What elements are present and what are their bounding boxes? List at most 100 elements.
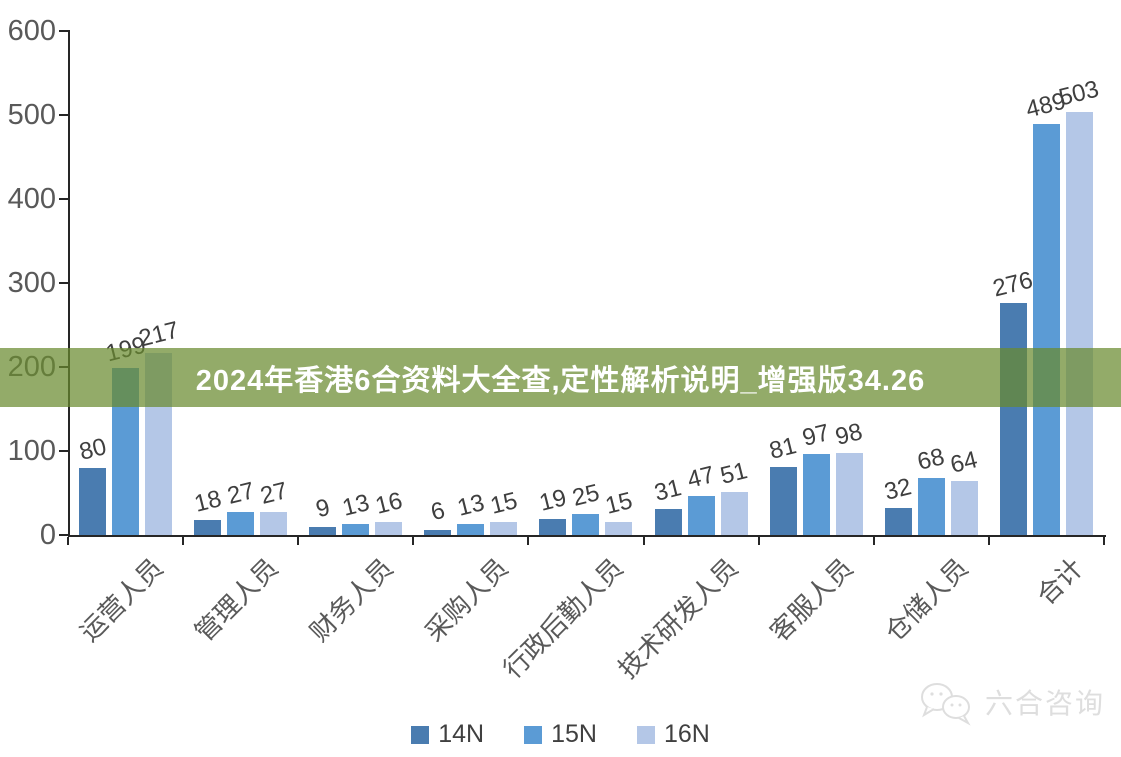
bar-16N: 15 bbox=[488, 488, 520, 535]
legend-item-14N: 14N bbox=[411, 720, 484, 749]
bar-16N: 16 bbox=[372, 487, 405, 535]
bar-15N: 13 bbox=[339, 489, 372, 535]
bar-value-label: 64 bbox=[947, 446, 981, 480]
bar-16N: 15 bbox=[603, 488, 635, 535]
legend-label: 14N bbox=[438, 720, 485, 748]
bar-group: 81 97 98 bbox=[759, 31, 874, 535]
bar-value-label: 80 bbox=[76, 432, 109, 466]
watermark-logo: 六合咨询 bbox=[915, 678, 1105, 726]
bar-value-label: 25 bbox=[569, 479, 603, 512]
y-tick-label: 0 bbox=[39, 519, 56, 551]
bar-value-label: 6 bbox=[428, 496, 448, 527]
bar-value-label: 18 bbox=[191, 485, 224, 518]
legend-swatch bbox=[524, 725, 543, 744]
bar-14N: 80 bbox=[76, 433, 109, 535]
x-tick bbox=[412, 537, 415, 545]
x-tick bbox=[872, 537, 875, 545]
category-label: 财务人员 bbox=[303, 552, 399, 648]
ad-banner-text: 2024年香港6合资料大全查,定性解析说明_增强版34.26 bbox=[195, 364, 926, 397]
bar-value-label: 68 bbox=[914, 443, 948, 476]
x-tick bbox=[527, 537, 530, 545]
legend-item-16N: 16N bbox=[636, 720, 710, 749]
legend-swatch bbox=[411, 725, 430, 744]
bar-value-label: 503 bbox=[1056, 76, 1102, 112]
bar-value-label: 276 bbox=[990, 266, 1036, 303]
bar-14N: 31 bbox=[652, 474, 684, 535]
bar-group: 32 68 64 bbox=[874, 31, 989, 535]
bar-14N: 32 bbox=[882, 473, 914, 535]
bar-15N: 13 bbox=[455, 489, 487, 535]
bar-16N: 98 bbox=[833, 418, 865, 535]
category-label: 运营人员 bbox=[73, 552, 169, 648]
y-tick bbox=[59, 450, 68, 452]
bar-15N: 47 bbox=[685, 461, 717, 535]
legend: 14N 15N 16N bbox=[0, 720, 1121, 749]
bar-value-label: 47 bbox=[684, 460, 718, 494]
ad-banner: 2024年香港6合资料大全查,定性解析说明_增强版34.26 bbox=[0, 348, 1121, 407]
bar-value-label: 13 bbox=[339, 489, 372, 522]
bar-16N: 51 bbox=[718, 457, 750, 535]
wechat-icon bbox=[915, 678, 977, 726]
bar-16N: 27 bbox=[257, 478, 290, 535]
y-tick-label: 600 bbox=[7, 15, 56, 47]
category-label: 采购人员 bbox=[418, 552, 514, 648]
bar-14N: 276 bbox=[991, 267, 1036, 535]
y-tick bbox=[59, 534, 68, 536]
bar-value-label: 9 bbox=[312, 494, 333, 524]
bar-14N: 18 bbox=[191, 485, 224, 535]
bar-group: 6 13 15 bbox=[413, 31, 528, 535]
x-axis-line bbox=[68, 535, 1106, 537]
bar-value-label: 13 bbox=[454, 489, 487, 522]
bar-value-label: 81 bbox=[766, 432, 800, 465]
bar-value-label: 51 bbox=[717, 457, 751, 491]
x-tick bbox=[297, 537, 300, 545]
y-axis-line bbox=[68, 30, 70, 537]
y-tick bbox=[59, 282, 68, 284]
bar-value-label: 19 bbox=[536, 484, 570, 517]
bar-group: 31 47 51 bbox=[644, 31, 759, 535]
watermark-text: 六合咨询 bbox=[984, 688, 1105, 719]
bar-value-label: 15 bbox=[487, 487, 520, 521]
y-tick-label: 500 bbox=[7, 99, 56, 131]
bar-16N: 503 bbox=[1057, 76, 1102, 535]
category-label: 客服人员 bbox=[764, 552, 859, 648]
bar-value-label: 27 bbox=[224, 477, 257, 511]
bar-group: 276 489 503 bbox=[989, 31, 1104, 535]
bar-value-label: 15 bbox=[602, 487, 636, 521]
category-label: 仓储人员 bbox=[879, 552, 975, 648]
bar-value-label: 27 bbox=[257, 477, 290, 511]
y-tick bbox=[59, 114, 68, 116]
x-tick bbox=[642, 537, 645, 545]
bar-value-label: 97 bbox=[799, 418, 833, 452]
legend-item-15N: 15N bbox=[524, 720, 597, 749]
legend-label: 16N bbox=[663, 720, 710, 748]
category-label: 行政后勤人员 bbox=[497, 552, 629, 685]
x-tick bbox=[1103, 537, 1105, 545]
bar-group: 9 13 16 bbox=[298, 31, 413, 535]
bar-15N: 27 bbox=[224, 478, 257, 535]
bar-15N: 68 bbox=[915, 443, 947, 535]
bar-group: 80199217 bbox=[68, 31, 183, 535]
x-tick bbox=[987, 537, 990, 545]
bar-group: 19 25 15 bbox=[528, 31, 643, 535]
bar-value-label: 32 bbox=[881, 473, 915, 506]
category-label: 管理人员 bbox=[188, 552, 284, 648]
bar-14N: 9 bbox=[309, 494, 337, 535]
category-label: 技术研发人员 bbox=[612, 552, 744, 685]
bar-15N: 489 bbox=[1024, 88, 1069, 535]
x-tick bbox=[182, 537, 185, 545]
y-tick bbox=[59, 30, 68, 32]
bar-15N: 97 bbox=[800, 419, 832, 535]
x-tick bbox=[757, 537, 760, 545]
y-tick-label: 400 bbox=[7, 183, 56, 215]
bar-group: 18 27 27 bbox=[183, 31, 298, 535]
bar-14N: 19 bbox=[537, 484, 569, 535]
x-tick bbox=[67, 537, 69, 545]
bar-value-label: 98 bbox=[832, 417, 866, 451]
bar-16N: 64 bbox=[948, 446, 980, 535]
bar-14N: 6 bbox=[424, 497, 452, 535]
legend-swatch bbox=[636, 725, 655, 744]
bar-value-label: 31 bbox=[651, 474, 685, 507]
bar-14N: 81 bbox=[767, 432, 799, 535]
